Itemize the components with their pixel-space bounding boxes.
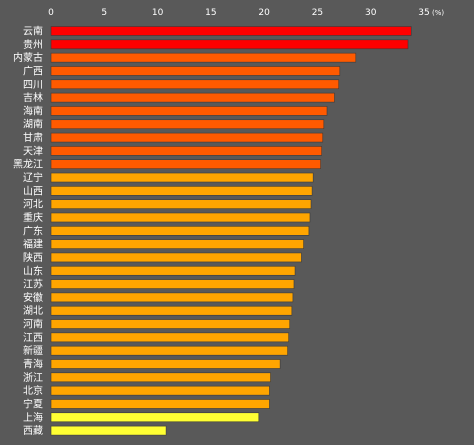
bar <box>50 79 340 90</box>
category-label: 北京 <box>23 384 43 397</box>
x-axis-unit-label: (%) <box>432 9 444 17</box>
category-label: 海南 <box>23 104 43 117</box>
category-label: 甘肃 <box>23 131 43 144</box>
category-label: 浙江 <box>23 372 43 384</box>
category-label: 天津 <box>23 145 43 157</box>
x-tick-label: 20 <box>258 8 270 18</box>
category-label: 贵州 <box>23 38 43 51</box>
bar <box>50 265 296 276</box>
category-label: 陕西 <box>23 251 43 264</box>
bar <box>50 226 310 236</box>
bar <box>50 279 295 289</box>
x-tick-label: 25 <box>312 8 323 18</box>
x-tick-label: 10 <box>152 8 164 18</box>
bar <box>50 239 304 249</box>
category-label: 内蒙古 <box>13 51 43 64</box>
category-label: 江西 <box>23 332 43 344</box>
bar <box>50 172 314 183</box>
category-label: 吉林 <box>23 91 43 104</box>
x-tick-label: 35 <box>418 8 429 18</box>
bar <box>50 332 289 343</box>
category-label: 福建 <box>23 238 43 251</box>
category-label: 山西 <box>23 185 43 197</box>
bar <box>50 146 322 156</box>
bar <box>50 132 324 143</box>
bar <box>50 345 288 356</box>
bar <box>50 26 412 36</box>
bar <box>50 252 302 263</box>
bar <box>50 319 291 329</box>
bar <box>50 212 311 223</box>
bar <box>50 119 325 130</box>
bar <box>50 292 294 303</box>
x-tick-label: 15 <box>205 8 216 18</box>
bar <box>50 186 313 196</box>
category-label: 辽宁 <box>23 171 43 184</box>
bar <box>50 425 167 436</box>
x-tick-label: 30 <box>365 8 377 18</box>
x-axis: 0 5 10 15 20 25 30 35 <box>48 8 430 18</box>
category-label: 宁夏 <box>23 397 43 410</box>
category-label: 江苏 <box>23 278 43 291</box>
category-label: 河北 <box>23 199 43 211</box>
bar <box>50 66 341 76</box>
category-label: 新疆 <box>23 344 43 357</box>
bar <box>50 305 293 316</box>
category-label: 湖南 <box>23 118 43 131</box>
x-tick-label: 5 <box>101 8 107 18</box>
bar <box>50 159 321 169</box>
category-label: 山东 <box>23 264 43 277</box>
bar <box>50 359 281 369</box>
category-label: 安徽 <box>23 291 43 304</box>
bar <box>50 385 270 396</box>
bars-group <box>50 26 412 436</box>
category-label: 湖北 <box>23 305 43 317</box>
category-label: 四川 <box>23 80 43 91</box>
category-labels: 云南贵州内蒙古广西四川吉林海南湖南甘肃天津黑龙江辽宁山西河北重庆广东福建陕西山东… <box>13 25 43 438</box>
category-label: 广东 <box>23 224 43 237</box>
bar <box>50 106 328 116</box>
bar <box>50 199 312 209</box>
category-label: 黑龙江 <box>13 158 43 171</box>
category-label: 重庆 <box>23 211 43 224</box>
bar <box>50 372 271 383</box>
bar <box>50 39 409 50</box>
bar <box>50 52 357 63</box>
bar <box>50 92 335 103</box>
category-label: 云南 <box>23 25 43 38</box>
category-label: 上海 <box>23 411 43 424</box>
bar <box>50 412 260 423</box>
category-label: 青海 <box>23 358 43 371</box>
bar <box>50 399 270 409</box>
category-label: 河南 <box>23 318 43 331</box>
x-tick-label: 0 <box>48 8 54 18</box>
category-label: 广西 <box>23 65 43 77</box>
category-label: 西藏 <box>23 425 43 437</box>
